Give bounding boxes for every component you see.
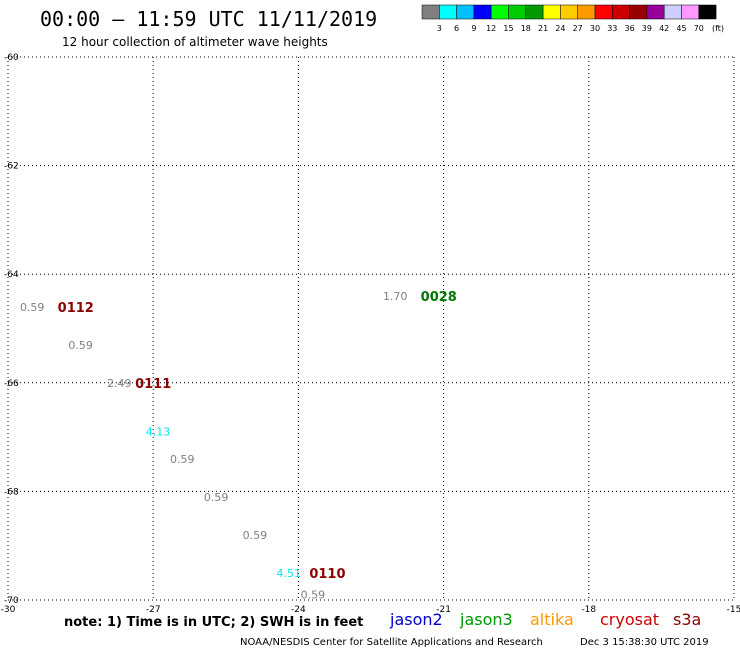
note-text: note: 1) Time is in UTC; 2) SWH is in fe…: [64, 615, 363, 630]
y-tick-label: -64: [4, 270, 19, 280]
colorbar-unit: (ft): [712, 24, 724, 33]
pass-number-label: 0111: [135, 377, 171, 392]
mission-legend-item: altika: [530, 610, 574, 629]
wave-height-label: 0.59: [20, 301, 45, 314]
wave-height-label: 0.59: [243, 529, 268, 542]
wave-height-label: 2.49: [107, 377, 132, 390]
axis-ticks: -30 -27 -24 -21 -18 -15 -60 -62 -64 -66 -68 -70: [1, 53, 740, 615]
colorbar-swatch: [525, 4, 544, 20]
mission-legend-item: cryosat: [600, 610, 659, 629]
colorbar-label: 45: [676, 24, 686, 33]
colorbar-swatch: [594, 4, 613, 20]
colorbar-swatch: [629, 4, 648, 20]
colorbar: 3 6 9 12 15 18 21 24 27 30 33 36 39 42 45 70 (ft): [421, 4, 724, 33]
colorbar-label: 21: [538, 24, 548, 33]
colorbar-label: 12: [486, 24, 496, 33]
colorbar-label: 18: [521, 24, 531, 33]
x-tick-label: -18: [581, 605, 596, 615]
pass-labels: 0112 0111 0110 0028: [58, 290, 457, 582]
pass-number-label: 0112: [58, 301, 94, 316]
footer-credit: NOAA/NESDIS Center for Satellite Applica…: [240, 637, 543, 648]
colorbar-label: 42: [659, 24, 669, 33]
colorbar-swatch: [646, 4, 665, 20]
colorbar-swatch: [560, 4, 578, 20]
colorbar-swatch: [473, 4, 492, 20]
pass-number-label: 0028: [421, 290, 457, 305]
colorbar-swatch: [663, 4, 682, 20]
colorbar-swatch: [456, 4, 475, 20]
x-tick-label: -15: [727, 605, 740, 615]
mission-legend-item: jason3: [459, 610, 513, 629]
grid: [7, 56, 735, 601]
y-tick-label: -68: [4, 487, 19, 497]
x-tick-label: -21: [436, 605, 451, 615]
colorbar-swatch: [577, 4, 596, 20]
chart-subtitle: 12 hour collection of altimeter wave hei…: [62, 35, 328, 49]
x-tick-label: -30: [1, 605, 16, 615]
wave-height-label: 1.70: [383, 290, 408, 303]
wave-height-label: 0.59: [170, 453, 195, 466]
y-tick-label: -66: [4, 379, 19, 389]
colorbar-label: 3: [437, 24, 442, 33]
chart-title: 00:00 – 11:59 UTC 11/11/2019: [40, 7, 377, 31]
colorbar-label: 15: [503, 24, 513, 33]
wave-height-label: 0.59: [204, 491, 229, 504]
mission-legend: jason2 jason3 altika cryosat s3a: [389, 610, 701, 629]
y-tick-label: -62: [4, 162, 19, 172]
colorbar-swatch: [508, 4, 527, 20]
colorbar-swatch: [542, 4, 561, 20]
y-tick-label: -60: [4, 53, 19, 63]
x-tick-label: -24: [291, 605, 306, 615]
wave-height-label: 0.59: [301, 589, 326, 602]
colorbar-label: 24: [555, 24, 565, 33]
wave-height-label: 4.51: [276, 567, 301, 580]
mission-legend-item: s3a: [673, 610, 701, 629]
colorbar-swatch: [439, 4, 457, 20]
colorbar-swatch: [698, 4, 717, 20]
colorbar-label: 70: [694, 24, 704, 33]
colorbar-label: 33: [607, 24, 617, 33]
colorbar-label: 9: [471, 24, 476, 33]
colorbar-swatch: [612, 4, 630, 20]
colorbar-swatch: [421, 4, 440, 20]
colorbar-label: 6: [454, 24, 459, 33]
footer-timestamp: Dec 3 15:38:30 UTC 2019: [580, 637, 709, 648]
mission-legend-item: jason2: [389, 610, 443, 629]
colorbar-label: 27: [573, 24, 583, 33]
wave-height-label: 4.13: [146, 426, 171, 439]
colorbar-label: 30: [590, 24, 600, 33]
data-points: 0.590.592.494.130.590.590.594.510.591.70: [20, 290, 408, 602]
wave-height-label: 0.59: [68, 339, 93, 352]
pass-number-label: 0110: [309, 567, 345, 582]
colorbar-label: 36: [625, 24, 635, 33]
colorbar-swatch: [681, 4, 700, 20]
colorbar-swatch: [490, 4, 509, 20]
x-tick-label: -27: [146, 605, 161, 615]
colorbar-label: 39: [642, 24, 652, 33]
y-tick-label: -70: [4, 596, 19, 606]
